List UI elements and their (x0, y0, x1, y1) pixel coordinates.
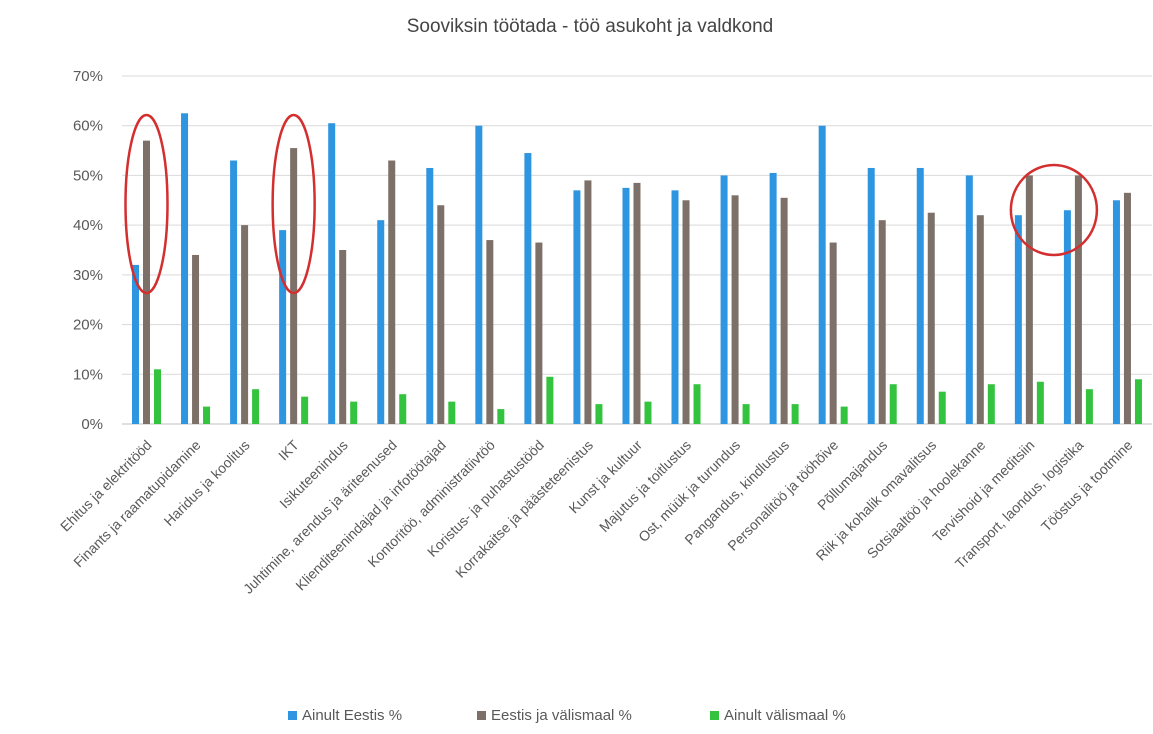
bar (622, 187, 630, 424)
annotation-ellipse (1009, 163, 1099, 257)
bar (987, 384, 995, 424)
bar (1036, 381, 1044, 424)
bar (154, 369, 161, 424)
bar (535, 242, 543, 424)
bar (279, 230, 287, 424)
bar (693, 384, 701, 424)
bar (475, 125, 483, 424)
bar (878, 220, 886, 424)
x-tick-label: Ehitus ja elektritööd (57, 437, 155, 535)
bar (230, 160, 238, 424)
bar (203, 406, 211, 424)
bar (867, 167, 875, 424)
bar (388, 160, 396, 424)
bar (497, 409, 505, 424)
chart-title: Sooviksin töötada - töö asukoht ja valdk… (407, 16, 774, 37)
bar (377, 220, 385, 424)
annotation-ellipse (271, 113, 316, 295)
y-tick-label: 0% (81, 416, 103, 433)
x-tick-label: IKT (275, 436, 302, 463)
bar (1123, 192, 1131, 424)
bar (448, 401, 456, 424)
bar (290, 148, 298, 425)
bar (916, 167, 924, 424)
y-tick-label: 60% (73, 118, 103, 135)
bar (671, 190, 679, 424)
annotation-ellipse (124, 113, 169, 295)
bar (437, 205, 445, 424)
legend-label: Ainult välismaal % (724, 707, 846, 724)
bar (731, 195, 739, 424)
y-tick-label: 20% (73, 317, 103, 334)
x-tick-label: Tööstus ja tootmine (1038, 437, 1136, 535)
bar (938, 391, 946, 424)
y-tick-label: 10% (73, 366, 103, 383)
bar (742, 404, 750, 424)
bar (426, 167, 434, 424)
bar (192, 254, 200, 424)
bar (644, 401, 652, 424)
annotations (124, 113, 1099, 295)
bar (682, 200, 690, 424)
bar (595, 404, 603, 424)
y-axis-ticks: 0% 10% 20% 30% 40% 50% 60% 70% (73, 68, 103, 433)
legend-swatch (710, 711, 719, 720)
bar (252, 389, 260, 424)
x-tick-label: Haridus ja koolitus (161, 437, 253, 529)
bar (633, 182, 641, 424)
bar (818, 125, 826, 424)
bar (720, 175, 728, 424)
bar (1112, 200, 1120, 424)
y-tick-label: 50% (73, 167, 103, 184)
bar (241, 225, 249, 424)
bar (889, 384, 897, 424)
bar (573, 190, 581, 424)
y-tick-label: 30% (73, 267, 103, 284)
bar (328, 123, 336, 424)
bar (143, 140, 150, 424)
bar (976, 215, 984, 424)
legend: Ainult Eestis % Eestis ja välismaal % Ainu… (288, 707, 846, 724)
y-tick-label: 40% (73, 217, 103, 234)
bar (1134, 379, 1142, 424)
bar (350, 401, 358, 424)
bar (780, 197, 788, 424)
bar (1074, 175, 1082, 424)
bar (1085, 389, 1093, 424)
bar (546, 376, 554, 424)
y-tick-label: 70% (73, 68, 103, 85)
bars (132, 113, 1142, 425)
bar (181, 113, 189, 425)
bar (965, 175, 973, 424)
bar (791, 404, 799, 424)
bar (486, 240, 494, 424)
bar (829, 242, 837, 424)
bar (1014, 215, 1022, 424)
x-tick-label: Majutus ja toitlustus (596, 437, 694, 535)
bar (1025, 175, 1033, 424)
bar (339, 250, 347, 424)
legend-swatch (288, 711, 297, 720)
bar (301, 396, 309, 424)
bar (1063, 210, 1071, 424)
bar (927, 212, 935, 424)
legend-label: Eestis ja välismaal % (491, 707, 632, 724)
bar (584, 180, 592, 424)
bar (399, 394, 407, 424)
bar (132, 264, 139, 424)
legend-swatch (477, 711, 486, 720)
legend-label: Ainult Eestis % (302, 707, 402, 724)
bar (524, 153, 532, 425)
bar (840, 406, 848, 424)
bar (769, 172, 777, 424)
